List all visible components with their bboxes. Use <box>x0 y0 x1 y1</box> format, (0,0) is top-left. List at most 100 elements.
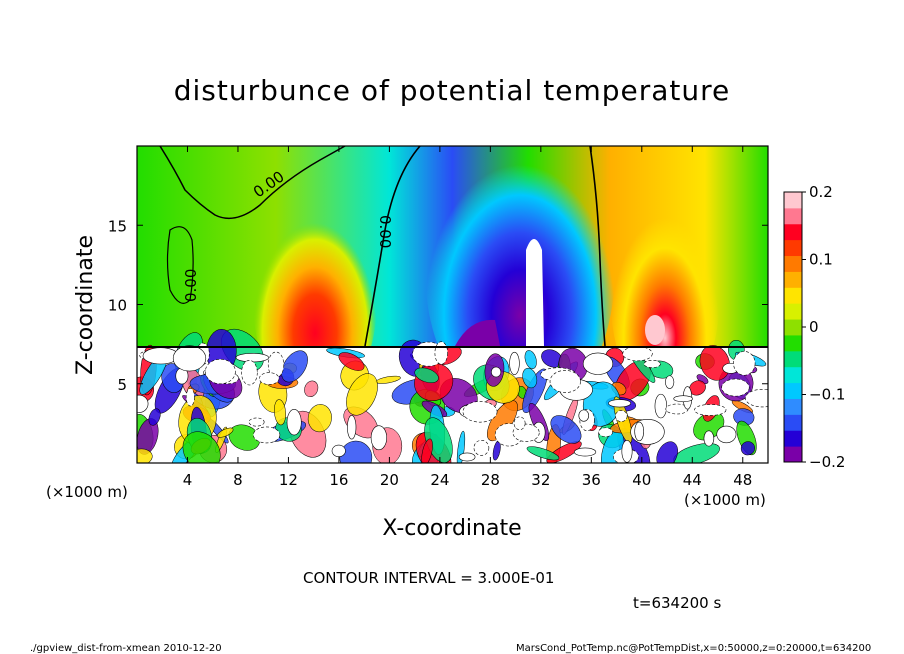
turbulent-contour <box>694 404 727 416</box>
colorbar-tick-label: 0.1 <box>809 251 833 269</box>
turbulent-blob <box>182 431 221 463</box>
x-tick-label: 24 <box>430 471 449 489</box>
colorbar-segment <box>784 255 802 272</box>
turbulent-blob <box>526 446 560 461</box>
field-layer <box>137 146 768 463</box>
turbulent-contour <box>331 444 346 458</box>
colorbar-segment <box>784 334 802 352</box>
y-axis-title: Z-coordinate <box>73 235 98 375</box>
turbulent-contour <box>582 352 614 375</box>
y-tick-label: 10 <box>108 297 127 315</box>
turbulent-blob <box>456 430 466 463</box>
colorbar-segment <box>784 446 802 463</box>
colorbar-segment <box>784 382 802 399</box>
turbulent-contour <box>142 347 179 365</box>
colorbar-segment <box>784 398 802 415</box>
colorbar-ticks: 0.2 0.1 0 −0.1 −0.2 <box>802 183 845 471</box>
turbulent-contour <box>235 353 269 363</box>
turbulent-blob <box>522 367 538 389</box>
turbulent-contour <box>241 359 258 386</box>
chart-title: disturbunce of potential temperature <box>173 74 731 107</box>
turbulent-contour <box>673 395 693 403</box>
colorbar-segment <box>784 303 802 320</box>
turbulent-contour <box>172 345 207 372</box>
x-tick-label: 28 <box>481 471 500 489</box>
x-tick-label: 32 <box>531 471 550 489</box>
turbulent-blob <box>217 427 234 438</box>
x-tick-label: 4 <box>183 471 193 489</box>
turbulent-contour <box>473 439 490 456</box>
turbulent-contour <box>434 341 448 365</box>
colorbar-segment <box>784 207 802 225</box>
colorbar-segment <box>784 319 802 336</box>
warm-core-right <box>645 315 665 345</box>
contour-zero-loop <box>166 226 194 304</box>
colorbar-tick-label: −0.1 <box>809 386 845 404</box>
colorbar-segment <box>784 430 802 447</box>
y-tick-label: 5 <box>117 376 127 394</box>
x-tick-label: 40 <box>632 471 651 489</box>
contour-interval: CONTOUR INTERVAL = 3.000E-01 <box>303 569 554 587</box>
cold-core-left <box>455 319 500 346</box>
turbulent-blob <box>693 411 725 441</box>
colorbar-segment <box>784 366 802 384</box>
x-axis: 4 8 12 16 20 24 28 32 36 40 44 48 <box>183 146 752 489</box>
turbulent-contour <box>370 425 388 451</box>
turbulent-blob <box>522 368 548 413</box>
x-tick-label: 44 <box>683 471 702 489</box>
turbulent-blob <box>656 441 678 463</box>
y-axis: 5 10 15 <box>108 217 768 394</box>
turbulent-blob <box>137 448 153 463</box>
turbulent-contour <box>578 409 590 422</box>
turbulent-contour <box>665 375 675 389</box>
x-axis-title: X-coordinate <box>382 516 521 541</box>
x-tick-label: 16 <box>329 471 348 489</box>
turbulent-contour <box>615 410 628 422</box>
turbulent-blob <box>740 441 755 456</box>
turbulent-contour <box>634 421 645 442</box>
turbulent-blob <box>304 380 319 398</box>
turbulent-contour <box>733 351 756 376</box>
turbulent-contour <box>549 370 581 393</box>
turbulent-structures <box>137 328 768 463</box>
turbulent-blob <box>148 408 161 426</box>
colorbar-segment <box>784 414 802 431</box>
x-tick-label: 12 <box>279 471 298 489</box>
footer-left: ./gpview_dist-from-xmean 2010-12-20 <box>30 643 222 654</box>
colorbar-segment <box>784 287 802 304</box>
colorbar-tick-label: 0.2 <box>809 183 833 201</box>
colorbar-segment <box>784 192 802 209</box>
contour-zero-mid <box>364 146 421 347</box>
colorbar-segment <box>784 223 802 241</box>
x-tick-label: 36 <box>582 471 601 489</box>
x-tick-label: 20 <box>380 471 399 489</box>
turbulent-blob <box>338 352 365 371</box>
turbulent-blob <box>346 373 378 416</box>
turbulent-contour <box>513 416 526 431</box>
colorbar-segment <box>784 271 802 288</box>
turbulent-contour <box>137 394 149 413</box>
turbulent-contour <box>347 415 357 440</box>
turbulent-contour <box>185 388 195 407</box>
x-tick-label: 8 <box>233 471 243 489</box>
turbulent-contour <box>721 378 750 397</box>
turbulent-blob <box>550 415 582 444</box>
x-unit-right: (×1000 m) <box>684 491 766 509</box>
x-unit-left: (×1000 m) <box>46 483 128 501</box>
time-label: t=634200 s <box>633 594 721 612</box>
turbulent-contour <box>608 399 632 408</box>
turbulent-contour <box>205 358 236 385</box>
turbulent-blob <box>421 438 433 463</box>
x-tick-label: 48 <box>733 471 752 489</box>
turbulent-blob <box>524 350 537 370</box>
turbulent-contour <box>745 389 768 408</box>
turbulent-contour <box>253 426 281 444</box>
colorbar-segment <box>784 350 802 368</box>
turbulent-blob <box>414 367 439 384</box>
turbulent-contour <box>598 427 613 437</box>
y-tick-label: 15 <box>108 217 127 235</box>
turbulent-contour <box>462 401 498 423</box>
turbulent-contour <box>621 439 633 463</box>
turbulent-blob <box>274 399 286 426</box>
